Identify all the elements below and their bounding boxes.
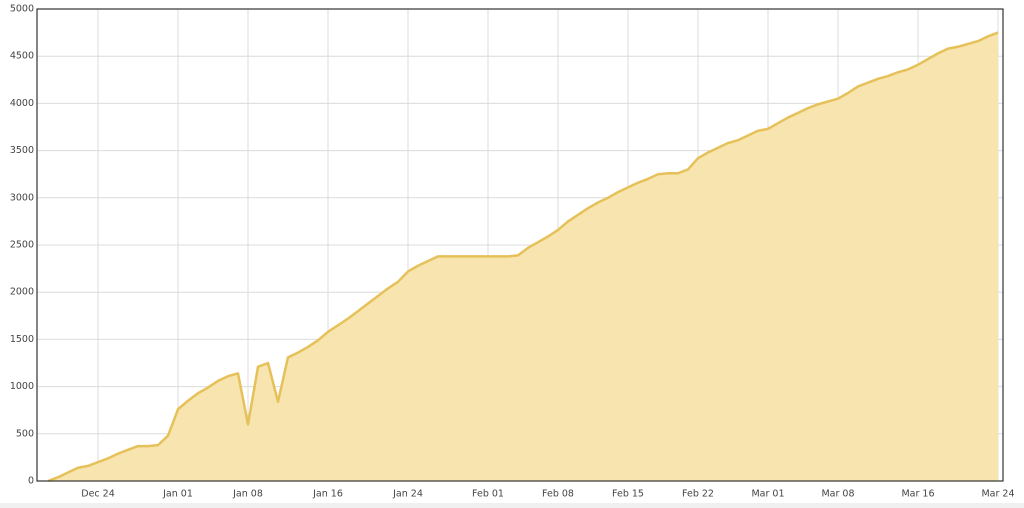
plot-frame (36, 8, 1004, 482)
y-tick-label: 2500 (10, 240, 34, 251)
x-tick-label: Dec 24 (81, 489, 115, 500)
y-tick-label: 5000 (10, 4, 34, 15)
y-tick-label: 0 (28, 476, 34, 487)
x-tick-label: Mar 24 (981, 489, 1014, 500)
x-tick-label: Feb 22 (682, 489, 714, 500)
y-tick-label: 1500 (10, 334, 34, 345)
line (47, 31, 999, 483)
x-tick-label: Mar 08 (821, 489, 854, 500)
x-tick-label: Jan 01 (162, 489, 193, 500)
x-tick-label: Jan 24 (392, 489, 423, 500)
y-tick-label: 4000 (10, 98, 34, 109)
y-tick-label: 4500 (10, 51, 34, 62)
x-tick-label: Mar 16 (901, 489, 934, 500)
x-tick-label: Mar 01 (751, 489, 784, 500)
x-tick-label: Feb 08 (542, 489, 574, 500)
y-tick-label: 500 (16, 428, 34, 439)
x-tick-label: Feb 01 (472, 489, 504, 500)
area (48, 32, 998, 481)
y-tick-label: 3500 (10, 145, 34, 156)
x-tick-label: Jan 08 (232, 489, 263, 500)
y-tick-label: 1000 (10, 381, 34, 392)
y-tick-label: 2000 (10, 287, 34, 298)
x-tick-label: Jan 16 (312, 489, 343, 500)
x-tick-label: Feb 15 (612, 489, 644, 500)
y-tick-label: 3000 (10, 192, 34, 203)
footer-bar (0, 503, 1024, 508)
